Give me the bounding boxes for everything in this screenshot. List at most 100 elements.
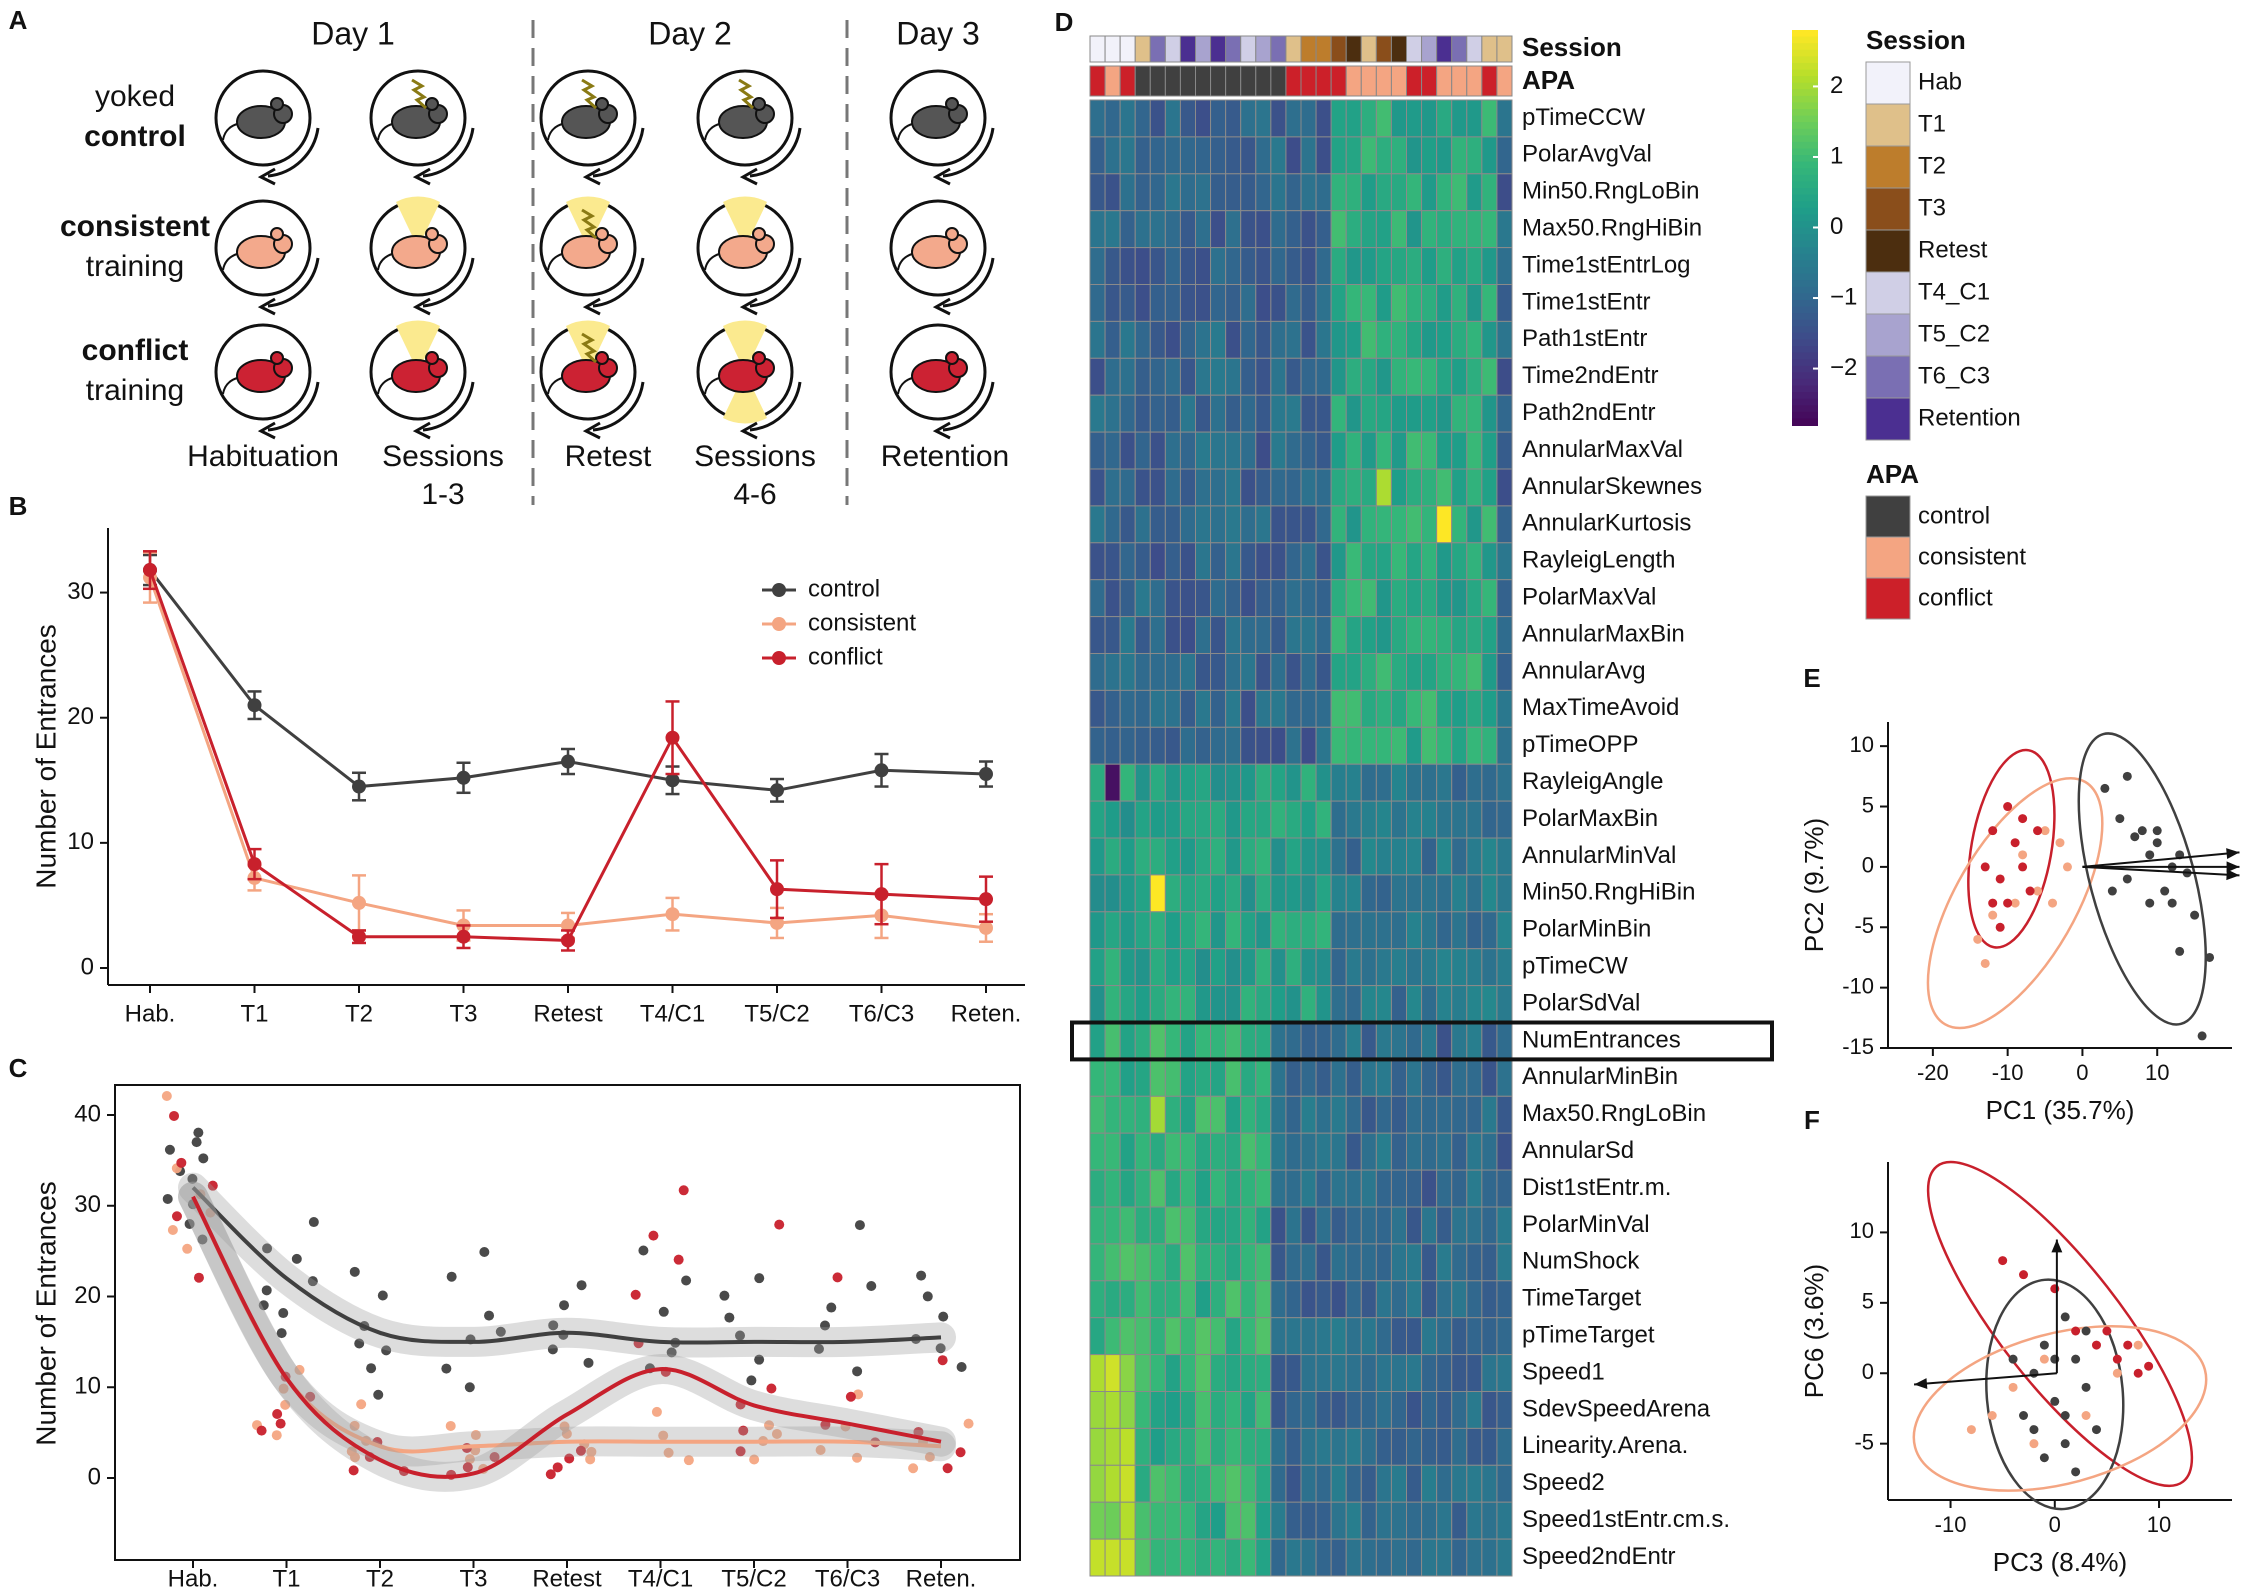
colorbar-segment <box>1792 418 1818 426</box>
heatmap-cell <box>1315 468 1332 507</box>
heatmap-cell <box>1390 394 1408 433</box>
data-point-consistent <box>770 915 784 930</box>
heatmap-cell <box>1270 1391 1287 1429</box>
heatmap-cell <box>1089 1280 1106 1319</box>
heatmap-cell <box>1210 1464 1227 1503</box>
y-tick-label: 10 <box>67 828 94 855</box>
highlight-box <box>1070 1020 1774 1062</box>
heatmap-cell <box>1330 1243 1347 1282</box>
ellipse-conflict <box>1926 1160 2194 1488</box>
heatmap-cell <box>1164 1391 1181 1429</box>
heatmap-cell <box>1225 431 1242 470</box>
heatmap-cell <box>1390 800 1408 839</box>
heatmap-cell <box>1104 837 1121 876</box>
heatmap-cell <box>1240 1427 1257 1466</box>
row-label-bottom: training <box>86 374 184 407</box>
heatmap-cell <box>1421 505 1438 544</box>
heatmap-cell <box>1255 542 1272 581</box>
shock-bolt-icon <box>738 78 755 110</box>
data-point-consistent <box>470 1430 481 1441</box>
data-point-conflict <box>979 892 993 907</box>
heatmap-cell <box>1164 911 1181 950</box>
heatmap-cell <box>1195 99 1212 138</box>
heatmap-cell <box>1451 542 1468 581</box>
heatmap-cell <box>1089 394 1106 433</box>
colorbar-segment <box>1792 122 1818 130</box>
heatmap-cell <box>1496 763 1513 802</box>
heatmap-cell <box>1134 1058 1151 1097</box>
heatmap-cell <box>1270 505 1287 544</box>
heatmap-cell <box>1285 1243 1302 1282</box>
heatmap-cell <box>1195 874 1212 913</box>
heatmap-cell <box>1315 357 1332 396</box>
x-tick-label: T3 <box>459 1565 487 1590</box>
heatmap-cell <box>1300 948 1317 987</box>
heatmap-cell <box>1270 874 1287 913</box>
mouse-ear <box>425 351 439 365</box>
heatmap-cell <box>1089 1095 1106 1134</box>
heatmap-cell <box>1496 284 1513 322</box>
heatmap-cell <box>1481 1391 1498 1429</box>
heatmap-cell <box>1496 911 1513 950</box>
heatmap-cell <box>1300 1501 1317 1540</box>
heatmap-cell <box>1089 210 1106 249</box>
y-axis-label: PC6 (3.6%) <box>1799 1264 1829 1398</box>
colorbar-segment <box>1792 405 1818 413</box>
ellipse-control <box>1985 1278 2125 1511</box>
heatmap-cell <box>1421 689 1438 728</box>
heatmap-cell <box>1179 1243 1197 1282</box>
data-point-control <box>2050 1354 2060 1364</box>
heatmap-cell <box>1390 985 1408 1023</box>
heatmap-cell <box>1466 1464 1483 1503</box>
heatmap-cell <box>1330 800 1347 839</box>
heatmap-cell <box>1164 99 1181 138</box>
heatmap-cell <box>1300 357 1317 396</box>
data-point-conflict <box>143 563 157 578</box>
heatmap-cell <box>1179 911 1197 950</box>
heatmap-cell <box>1270 800 1287 839</box>
heatmap-cell <box>1375 616 1392 654</box>
heatmap-cell <box>1210 689 1227 728</box>
panel-d-heatmap: DSessionAPApTimeCCWPolarAvgValMin50.RngL… <box>1055 7 2026 1577</box>
apa-annotation-cell <box>1255 65 1272 97</box>
heatmap-cell <box>1104 468 1121 507</box>
data-point-control <box>2160 886 2170 896</box>
loading-arrowhead <box>2226 848 2240 860</box>
heatmap-cell <box>1195 247 1212 286</box>
heatmap-cell <box>1164 616 1181 654</box>
heatmap-cell <box>1210 616 1227 654</box>
data-point-control <box>2029 1368 2039 1378</box>
heatmap-cell <box>1179 1391 1197 1429</box>
heatmap-cell <box>1375 948 1392 987</box>
heatmap-cell <box>1210 948 1227 987</box>
heatmap-cell <box>1210 99 1227 138</box>
heatmap-cell <box>1330 247 1347 286</box>
rotation-arrow <box>749 381 802 432</box>
heatmap-cell <box>1134 1132 1151 1171</box>
heatmap-cell <box>1481 542 1498 581</box>
data-point-control <box>2152 838 2162 848</box>
heatmap-cell <box>1134 616 1151 654</box>
data-point-control <box>2060 1411 2070 1420</box>
heatmap-cell <box>1149 357 1166 396</box>
heatmap-cell <box>1330 837 1347 876</box>
data-point-control <box>2071 1354 2081 1364</box>
heatmap-cell <box>1330 468 1347 507</box>
heatmap-cell <box>1406 284 1423 322</box>
heatmap-cell <box>1089 1058 1106 1097</box>
heatmap-cell <box>1195 579 1212 618</box>
heatmap-cell <box>1451 468 1468 507</box>
y-tick-label: 5 <box>1862 1289 1874 1314</box>
heatmap-cell <box>1466 505 1483 544</box>
heatmap-cell <box>1360 1501 1377 1540</box>
heatmap-row-label: PolarMaxBin <box>1522 805 1658 832</box>
legend-swatch-apa <box>1865 536 1911 579</box>
heatmap-cell <box>1451 1095 1468 1134</box>
heatmap-cell <box>1406 542 1423 581</box>
heatmap-cell <box>1421 948 1438 987</box>
heatmap-cell <box>1164 1169 1181 1208</box>
arena-icon <box>539 69 645 186</box>
heatmap-cell <box>1149 653 1166 691</box>
x-tick-label: T1 <box>240 1000 268 1027</box>
session-annotation-cell <box>1406 35 1423 63</box>
